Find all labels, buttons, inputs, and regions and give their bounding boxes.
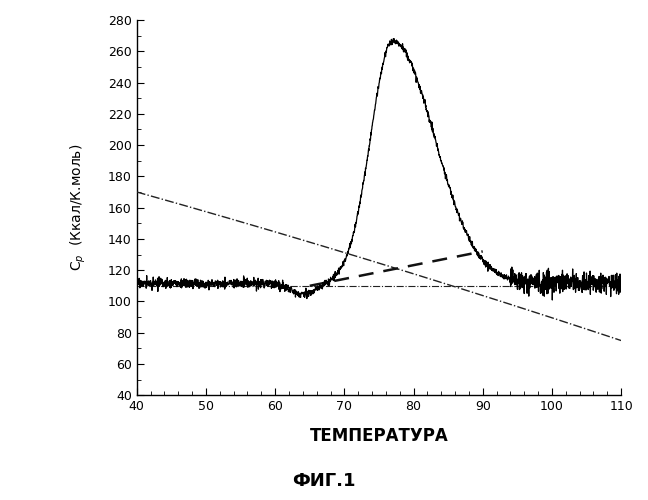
X-axis label: ТЕМПЕРАТУРА: ТЕМПЕРАТУРА [310,427,448,445]
Text: ФИГ.1: ФИГ.1 [292,472,356,490]
Text: C$_p$  (Ккал/К.моль): C$_p$ (Ккал/К.моль) [69,144,88,272]
